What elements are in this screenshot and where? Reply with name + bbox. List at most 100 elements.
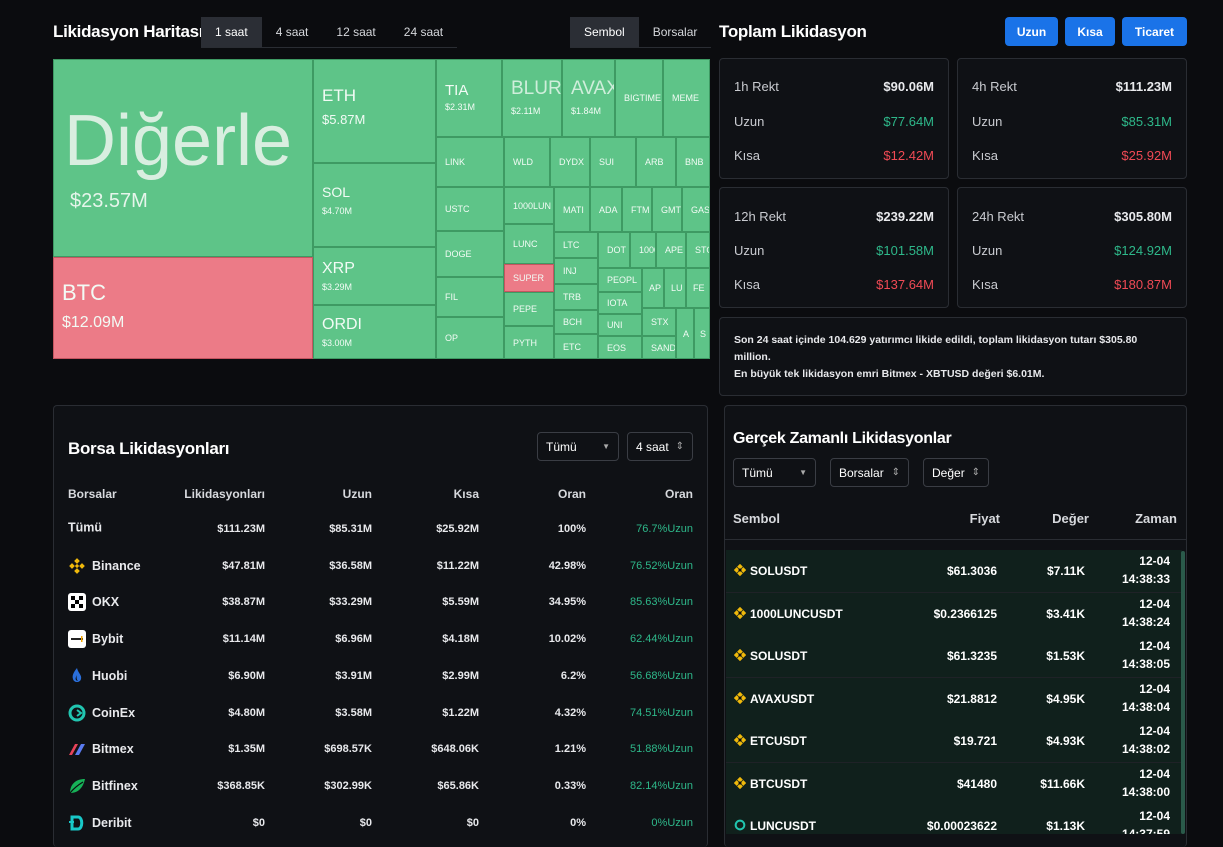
tile-value: $4.70M (322, 206, 353, 216)
tile-gmt[interactable]: GMT (652, 187, 682, 232)
tile-dydx[interactable]: DYDX (550, 137, 590, 187)
short-button[interactable]: Kısa (1065, 17, 1115, 46)
tab-24h[interactable]: 24 saat (389, 17, 458, 48)
exchange-period-select[interactable]: 4 saat ⇕ (627, 432, 693, 461)
tile-uni[interactable]: UNI (598, 314, 642, 336)
tile-ada[interactable]: ADA (590, 187, 622, 232)
tile-wld[interactable]: WLD (504, 137, 550, 187)
tile-etc[interactable]: ETC (554, 334, 598, 359)
tile-others[interactable]: Diğerle $23.57M (53, 59, 313, 257)
tile-inj[interactable]: INJ (554, 258, 598, 284)
tile-ape[interactable]: APE (656, 232, 686, 268)
tile-lunc[interactable]: LUNC (504, 224, 554, 264)
tile-sol[interactable]: SOL $4.70M (313, 163, 436, 247)
tile-value: $12.09M (62, 314, 125, 331)
tile-sto[interactable]: STO (686, 232, 710, 268)
tile-xrp[interactable]: XRP $3.29M (313, 247, 436, 305)
realtime-row[interactable]: SOLUSDT $61.3235 $1.53K 12-04 14:38:05 (726, 635, 1182, 678)
cell-ratio: 0% (570, 816, 586, 829)
col-liquidations: Likidasyonları (184, 487, 265, 501)
caret-down-icon: ▼ (602, 442, 610, 451)
tile-eos[interactable]: EOS (598, 336, 642, 359)
tile-sui[interactable]: SUI (590, 137, 636, 187)
tile-1000[interactable]: 1000 (630, 232, 656, 268)
tile-ustc[interactable]: USTC (436, 187, 504, 231)
tile-blur[interactable]: BLUR $2.11M (502, 59, 562, 137)
tile-tia[interactable]: TIA $2.31M (436, 59, 502, 137)
tile-bch[interactable]: BCH (554, 310, 598, 334)
tile-matic[interactable]: MATI (554, 187, 590, 232)
tab-symbol[interactable]: Sembol (570, 17, 639, 48)
tab-4h[interactable]: 4 saat (261, 17, 323, 48)
tile-pyth[interactable]: PYTH (504, 326, 554, 359)
tile-link[interactable]: LINK (436, 137, 504, 187)
tile-1000lunc[interactable]: 1000LUN (504, 187, 554, 224)
liquidation-treemap: Diğerle $23.57M BTC $12.09M ETH $5.87M S… (53, 59, 710, 359)
tile-super[interactable]: SUPER (504, 264, 554, 292)
rt-time: 14:38:24 (1121, 614, 1170, 629)
realtime-row[interactable]: BTCUSDT $41480 $11.66K 12-04 14:38:00 (726, 762, 1182, 806)
tile-ordi[interactable]: ORDI $3.00M (313, 305, 436, 359)
exchange-label: Binance (92, 558, 141, 573)
tile-s[interactable]: S (694, 308, 710, 359)
cell-long-ratio: 74.51%Uzun (630, 706, 693, 719)
trade-button[interactable]: Ticaret (1122, 17, 1187, 46)
tile-bigtime[interactable]: BIGTIME (615, 59, 663, 137)
tile-lu[interactable]: LU (664, 268, 686, 308)
tile-name: PEOPL (607, 275, 638, 285)
tile-name: FIL (445, 292, 459, 302)
long-label: Uzun (972, 243, 1003, 258)
tile-fe[interactable]: FE (686, 268, 710, 308)
realtime-exchange-select[interactable]: Borsalar ⇕ (830, 458, 909, 487)
realtime-row[interactable]: LUNCUSDT $0.00023622 $1.13K 12-04 14:37:59 (726, 805, 1182, 834)
realtime-row[interactable]: SOLUSDT $61.3036 $7.11K 12-04 14:38:33 (726, 550, 1182, 593)
tile-ap[interactable]: AP (642, 268, 664, 308)
tile-gas[interactable]: GAS (682, 187, 710, 232)
realtime-row[interactable]: ETCUSDT $19.721 $4.93K 12-04 14:38:02 (726, 720, 1182, 763)
tile-ltc[interactable]: LTC (554, 232, 598, 258)
cell-short: $25.92M (436, 523, 479, 535)
rt-value: $11.66K (1040, 776, 1085, 791)
tile-op[interactable]: OP (436, 317, 504, 359)
cell-long-ratio: 76.7%Uzun (636, 523, 693, 535)
tab-1h[interactable]: 1 saat (201, 17, 262, 48)
tile-name: MATI (563, 204, 584, 215)
select-value: Borsalar (839, 465, 884, 480)
tile-doge[interactable]: DOGE (436, 231, 504, 277)
realtime-row[interactable]: AVAXUSDT $21.8812 $4.95K 12-04 14:38:04 (726, 677, 1182, 721)
tile-bnb[interactable]: BNB (676, 137, 710, 187)
tile-meme[interactable]: MEME (663, 59, 710, 137)
realtime-row[interactable]: 1000LUNCUSDT $0.2366125 $3.41K 12-04 14:38:2… (726, 592, 1182, 636)
tile-iota[interactable]: IOTA (598, 292, 642, 314)
tile-fil[interactable]: FIL (436, 277, 504, 317)
tab-exchanges[interactable]: Borsalar (638, 17, 712, 48)
rt-col-value: Değer (1052, 511, 1089, 526)
realtime-value-select[interactable]: Değer ⇕ (923, 458, 989, 487)
tile-a[interactable]: A (676, 308, 694, 359)
realtime-scrollbar[interactable] (1181, 551, 1185, 834)
realtime-filter-select[interactable]: Tümü ▼ (733, 458, 816, 487)
cell-total: $38.87M (222, 596, 265, 609)
heatmap-time-tabs: 1 saat 4 saat 12 saat 24 saat (201, 17, 458, 48)
cell-ratio: 10.02% (548, 633, 586, 646)
heatmap-title: Likidasyon Haritası (53, 22, 204, 41)
tile-eth[interactable]: ETH $5.87M (313, 59, 436, 163)
tile-arb[interactable]: ARB (636, 137, 676, 187)
exchange-filter-select[interactable]: Tümü ▼ (537, 432, 619, 461)
tile-people[interactable]: PEOPL (598, 268, 642, 292)
long-button[interactable]: Uzun (1005, 17, 1058, 46)
tile-pepe[interactable]: PEPE (504, 292, 554, 326)
tile-btc[interactable]: BTC $12.09M (53, 257, 313, 359)
tile-dot[interactable]: DOT (598, 232, 630, 268)
col-long-ratio: Oran (664, 487, 693, 501)
col-ratio: Oran (557, 487, 586, 501)
tab-12h[interactable]: 12 saat (322, 17, 390, 48)
rt-date: 12-04 (1139, 809, 1170, 823)
tile-avax[interactable]: AVAX $1.84M (562, 59, 615, 137)
tile-stx[interactable]: STX (642, 308, 676, 336)
tile-ftm[interactable]: FTM (622, 187, 652, 232)
tile-trb[interactable]: TRB (554, 284, 598, 310)
tile-sand[interactable]: SAND (642, 336, 676, 359)
rt-date: 12-04 (1139, 639, 1170, 653)
